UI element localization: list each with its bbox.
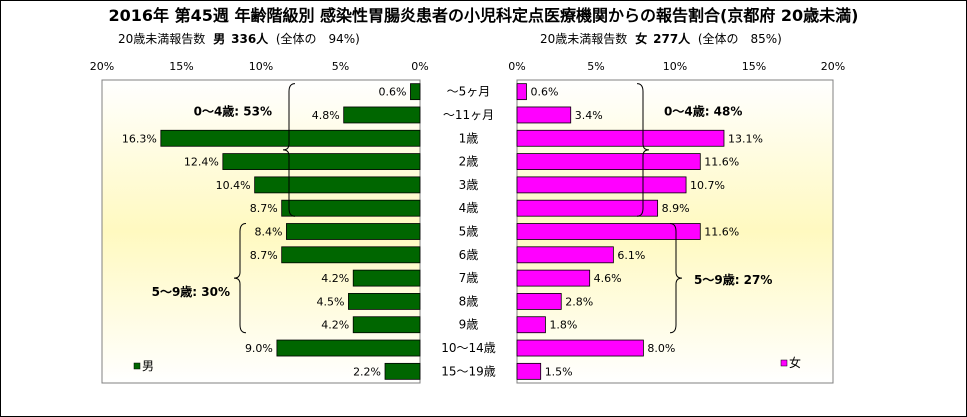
male-bar xyxy=(343,106,421,124)
male-data-label: 8.7% xyxy=(250,249,278,262)
female-legend-label: 女 xyxy=(789,355,801,370)
male-bar xyxy=(410,83,421,101)
male-header-share: (全体の 94%) xyxy=(275,32,360,46)
female-axis-tick-label: 10% xyxy=(663,60,687,73)
female-data-label: 8.9% xyxy=(662,202,690,215)
male-bar xyxy=(281,199,421,217)
female-bar xyxy=(516,129,725,147)
female-header: 20歳未満報告数女 277人 (全体の 85%) xyxy=(540,30,782,47)
female-bar xyxy=(516,106,572,124)
male-data-label: 10.4% xyxy=(216,179,251,192)
male-data-label: 8.4% xyxy=(254,226,282,239)
female-axis-tick-label: 20% xyxy=(821,60,845,73)
female-data-label: 13.1% xyxy=(728,132,763,145)
male-bar xyxy=(276,339,421,357)
male-bar xyxy=(281,246,421,264)
female-data-label: 11.6% xyxy=(704,226,739,239)
male-axis-tick-label: 0% xyxy=(411,60,428,73)
male-bar xyxy=(352,316,421,334)
female-5-9-annotation: 5～9歳: 27% xyxy=(694,272,772,287)
female-data-label: 8.0% xyxy=(647,342,675,355)
male-legend-label: 男 xyxy=(142,359,154,373)
male-0-4-annotation: 0～4歳: 53% xyxy=(194,104,272,119)
category-label: 10～14歳 xyxy=(441,341,496,355)
male-data-label: 4.5% xyxy=(316,295,344,308)
category-label: 2歳 xyxy=(459,155,479,169)
male-header-count: 336人 xyxy=(231,32,269,46)
male-bar xyxy=(352,269,421,287)
category-label: 6歳 xyxy=(459,248,479,262)
female-data-label: 2.8% xyxy=(565,295,593,308)
male-0-4-brace xyxy=(282,83,296,217)
female-axis-tick-label: 5% xyxy=(587,60,604,73)
chart-title: 2016年 第45週 年齢階級別 感染性胃腸炎患者の小児科定点医療機関からの報告… xyxy=(108,6,859,25)
female-bar xyxy=(516,83,527,101)
female-data-label: 4.6% xyxy=(594,272,622,285)
male-axis-tick-label: 15% xyxy=(169,60,193,73)
female-data-label: 10.7% xyxy=(690,179,725,192)
female-bar xyxy=(516,153,701,170)
female-bar xyxy=(516,223,701,240)
male-header: 20歳未満報告数男 336人 (全体の 94%) xyxy=(118,30,360,47)
female-data-label: 1.5% xyxy=(545,365,573,378)
category-label: 1歳 xyxy=(459,131,479,145)
male-bar xyxy=(160,129,421,147)
male-axis-tick-label: 5% xyxy=(332,60,349,73)
female-header-count: 277人 xyxy=(653,32,691,46)
male-data-label: 2.2% xyxy=(353,365,381,378)
female-data-label: 1.8% xyxy=(549,319,577,332)
female-5-9-brace xyxy=(669,223,683,334)
category-label: 3歳 xyxy=(459,178,479,192)
male-data-label: 4.8% xyxy=(312,109,340,122)
female-header-sex: 女 xyxy=(635,32,648,46)
male-data-label: 4.2% xyxy=(321,319,349,332)
female-bar xyxy=(516,199,659,217)
female-data-label: 6.1% xyxy=(617,249,645,262)
male-data-label: 16.3% xyxy=(122,132,157,145)
female-bar xyxy=(516,176,687,194)
female-header-caption: 20歳未満報告数 xyxy=(540,32,628,46)
male-5-9-annotation: 5～9歳: 30% xyxy=(152,284,230,299)
male-bar xyxy=(286,223,421,240)
female-bar xyxy=(516,316,546,334)
category-label: ～11ヶ月 xyxy=(443,108,494,122)
male-data-label: 9.0% xyxy=(245,342,273,355)
male-header-sex: 男 xyxy=(213,32,226,46)
female-legend-swatch xyxy=(780,359,788,367)
category-label: 9歳 xyxy=(459,318,479,332)
category-label: ～5ヶ月 xyxy=(447,85,491,99)
male-data-label: 12.4% xyxy=(184,156,219,169)
female-bar xyxy=(516,293,562,310)
category-label: 15～19歳 xyxy=(441,364,496,378)
category-label: 8歳 xyxy=(459,294,479,308)
male-axis-tick-label: 20% xyxy=(90,60,114,73)
male-axis-tick-label: 10% xyxy=(249,60,273,73)
male-bar xyxy=(254,176,421,194)
female-data-label: 0.6% xyxy=(530,86,558,99)
female-bar xyxy=(516,339,644,357)
female-axis-tick-label: 0% xyxy=(508,60,525,73)
male-bar xyxy=(348,293,421,310)
category-label: 7歳 xyxy=(459,271,479,285)
category-label: 5歳 xyxy=(459,225,479,239)
female-bar xyxy=(516,362,542,380)
male-bar xyxy=(384,362,421,380)
male-bar xyxy=(222,153,421,170)
female-axis-tick-label: 15% xyxy=(742,60,766,73)
male-data-label: 8.7% xyxy=(250,202,278,215)
female-header-share: (全体の 85%) xyxy=(697,32,782,46)
female-data-label: 3.4% xyxy=(575,109,603,122)
male-header-caption: 20歳未満報告数 xyxy=(118,32,206,46)
male-data-label: 0.6% xyxy=(379,86,407,99)
female-0-4-annotation: 0～4歳: 48% xyxy=(664,104,742,119)
female-bar xyxy=(516,269,591,287)
category-label: 4歳 xyxy=(459,201,479,215)
male-legend-swatch xyxy=(133,362,141,370)
male-data-label: 4.2% xyxy=(321,272,349,285)
female-data-label: 11.6% xyxy=(704,156,739,169)
female-0-4-brace xyxy=(636,83,650,217)
female-bar xyxy=(516,246,614,264)
male-5-9-brace xyxy=(233,223,247,334)
